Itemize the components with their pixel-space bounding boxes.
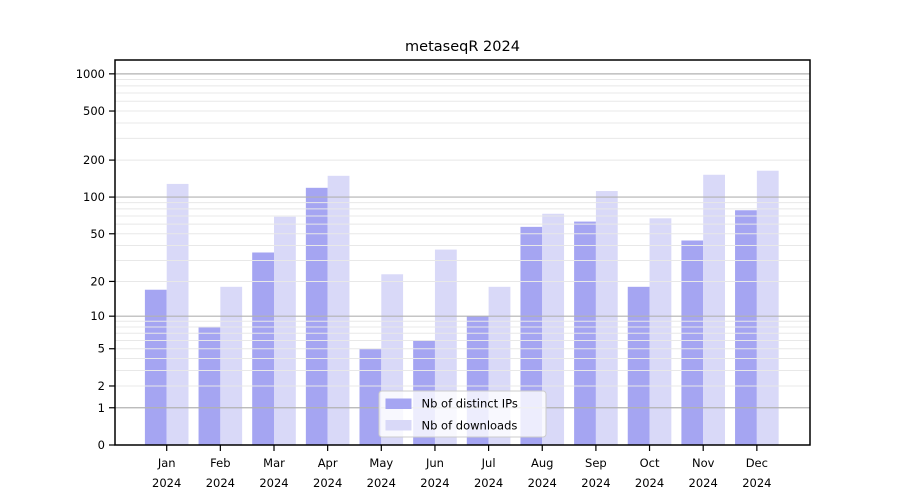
x-tick-label-month: Oct: [640, 456, 660, 470]
y-tick-label: 100: [83, 190, 105, 204]
x-tick-label-month: May: [369, 456, 393, 470]
legend: Nb of distinct IPs Nb of downloads: [378, 390, 547, 438]
bar-ips-0: [144, 289, 167, 445]
bar-downloads-7: [542, 213, 565, 445]
x-tick-label-month: Mar: [263, 456, 285, 470]
y-tick-label: 1: [98, 401, 105, 415]
y-tick-label: 20: [90, 274, 105, 288]
x-tick-label-year: 2024: [259, 476, 288, 490]
x-tick-label-year: 2024: [742, 476, 771, 490]
x-tick-label-year: 2024: [313, 476, 342, 490]
x-tick-label-year: 2024: [206, 476, 235, 490]
y-tick-label: 50: [90, 227, 105, 241]
bar-downloads-9: [649, 218, 672, 445]
bar-downloads-8: [595, 191, 618, 445]
chart-title: metaseqR 2024: [405, 39, 520, 55]
y-tick-label: 500: [83, 104, 105, 118]
x-tick-label-month: Aug: [531, 456, 553, 470]
bar-ips-4: [359, 348, 382, 445]
y-tick-label: 1000: [76, 67, 105, 81]
legend-label-ips: Nb of distinct IPs: [422, 397, 518, 411]
legend-box: [378, 390, 547, 438]
plot-border: [114, 59, 811, 446]
x-tick-label-month: Apr: [318, 456, 338, 470]
bar-downloads-3: [327, 175, 350, 445]
x-tick-label-year: 2024: [689, 476, 718, 490]
y-tick-label: 0: [98, 438, 105, 452]
bar-ips-10: [681, 240, 704, 445]
x-tick-label-year: 2024: [635, 476, 664, 490]
bar-downloads-1: [220, 286, 243, 445]
x-tick-label-year: 2024: [528, 476, 557, 490]
y-axis: 0 1 2 5 10 20 50 100 200 500 1000: [76, 67, 115, 452]
x-tick-label-year: 2024: [581, 476, 610, 490]
x-tick-label-month: Jul: [481, 456, 496, 470]
x-tick-label-month: Nov: [692, 456, 715, 470]
bar-ips-9: [627, 286, 650, 445]
y-tick-label: 5: [98, 342, 105, 356]
bar-downloads-0: [166, 183, 189, 446]
gridlines-group: [115, 73, 810, 409]
legend-swatch-ips: [385, 398, 412, 409]
x-tick-label-year: 2024: [367, 476, 396, 490]
y-tick-label: 2: [98, 379, 105, 393]
legend-swatch-downloads: [385, 420, 412, 431]
x-tick-label-month: Sep: [585, 456, 607, 470]
x-tick-label-month: Feb: [210, 456, 230, 470]
y-tick-label: 10: [90, 309, 105, 323]
x-tick-label-year: 2024: [474, 476, 503, 490]
x-tick-label-month: Dec: [746, 456, 768, 470]
x-tick-label-year: 2024: [152, 476, 181, 490]
bar-downloads-2: [274, 216, 296, 445]
bar-downloads-10: [703, 174, 725, 445]
x-tick-label-month: Jan: [157, 456, 176, 470]
bar-downloads-11: [756, 170, 779, 445]
x-tick-label-month: Jun: [425, 456, 444, 470]
x-tick-label-year: 2024: [420, 476, 449, 490]
y-tick-label: 200: [83, 153, 105, 167]
legend-label-downloads: Nb of downloads: [422, 419, 518, 433]
x-axis: Jan 2024 Feb 2024 Mar 2024 Apr 2024 May 2024 Jun 20…: [152, 445, 771, 490]
